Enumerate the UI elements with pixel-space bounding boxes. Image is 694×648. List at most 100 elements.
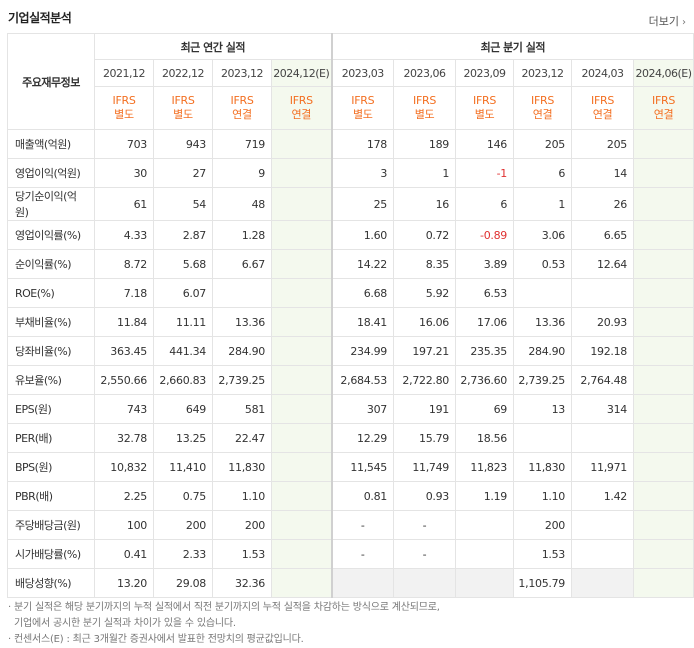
accounting-basis-header: IFRS 연결 bbox=[212, 86, 272, 130]
table-cell: 1.53 bbox=[513, 539, 573, 569]
period-header: 2024,06(E) bbox=[633, 59, 694, 87]
period-header: 2024,12(E) bbox=[270, 59, 333, 87]
table-cell bbox=[270, 568, 333, 598]
table-cell bbox=[633, 249, 694, 279]
table-cell bbox=[571, 568, 635, 598]
table-cell: 7.18 bbox=[94, 278, 154, 308]
table-cell: 6.07 bbox=[153, 278, 213, 308]
table-cell bbox=[633, 452, 694, 482]
table-cell: 2.25 bbox=[94, 481, 154, 511]
ifrs-label: IFRS bbox=[230, 94, 254, 107]
table-cell bbox=[270, 452, 333, 482]
chevron-right-icon: › bbox=[682, 17, 686, 28]
more-link[interactable]: 더보기 › bbox=[649, 13, 686, 29]
table-cell: 1.42 bbox=[571, 481, 635, 511]
table-cell: 25 bbox=[330, 187, 395, 221]
table-row: EPS(원) 743 649 581 307 191 69 13 314 bbox=[7, 394, 694, 424]
row-label: BPS(원) bbox=[7, 452, 95, 482]
accounting-basis-header: IFRS 연결 bbox=[633, 86, 694, 130]
period-header: 2023,09 bbox=[455, 59, 515, 87]
table-cell: 235.35 bbox=[455, 336, 515, 366]
table-cell: 61 bbox=[94, 187, 154, 221]
table-cell: 26 bbox=[571, 187, 635, 221]
table-cell: 2,660.83 bbox=[153, 365, 213, 395]
table-cell bbox=[270, 539, 333, 569]
ifrs-label: IFRS bbox=[413, 94, 437, 107]
table-cell bbox=[571, 278, 635, 308]
footnote-quarterly: · 분기 실적은 해당 분기까지의 누적 실적에서 직전 분기까지의 누적 실적… bbox=[8, 602, 440, 613]
table-cell: 14 bbox=[571, 158, 635, 188]
row-label: 영업이익(억원) bbox=[7, 158, 95, 188]
table-row: 배당성향(%) 13.20 29.08 32.36 1,105.79 bbox=[7, 568, 694, 598]
table-cell bbox=[633, 278, 694, 308]
table-cell: 32.78 bbox=[94, 423, 154, 453]
table-cell: 6.68 bbox=[330, 278, 395, 308]
table-cell: 0.41 bbox=[94, 539, 154, 569]
table-cell: 1,105.79 bbox=[513, 568, 573, 598]
table-cell: 6 bbox=[455, 187, 515, 221]
table-cell: 16 bbox=[393, 187, 457, 221]
table-cell: 22.47 bbox=[212, 423, 272, 453]
table-cell: 314 bbox=[571, 394, 635, 424]
basis-label: 연결 bbox=[592, 108, 613, 121]
row-label: 매출액(억원) bbox=[7, 129, 95, 159]
table-cell: 205 bbox=[571, 129, 635, 159]
table-cell: 284.90 bbox=[212, 336, 272, 366]
table-cell: 13.20 bbox=[94, 568, 154, 598]
table-cell: 2.33 bbox=[153, 539, 213, 569]
row-label: 시가배당률(%) bbox=[7, 539, 95, 569]
table-cell: 192.18 bbox=[571, 336, 635, 366]
table-cell bbox=[513, 278, 573, 308]
table-cell bbox=[455, 539, 515, 569]
table-row: 주당배당금(원) 100 200 200- -200 bbox=[7, 510, 694, 540]
table-cell: 1.28 bbox=[212, 220, 272, 250]
row-label: EPS(원) bbox=[7, 394, 95, 424]
table-cell: 2,550.66 bbox=[94, 365, 154, 395]
table-cell: - bbox=[393, 539, 457, 569]
table-cell bbox=[330, 568, 395, 598]
table-cell bbox=[212, 278, 272, 308]
table-cell: 2,739.25 bbox=[212, 365, 272, 395]
table-cell: 6.67 bbox=[212, 249, 272, 279]
table-cell bbox=[571, 510, 635, 540]
row-label: 유보율(%) bbox=[7, 365, 95, 395]
table-cell: 0.75 bbox=[153, 481, 213, 511]
basis-label: 연결 bbox=[653, 108, 674, 121]
table-cell bbox=[633, 158, 694, 188]
table-cell: 581 bbox=[212, 394, 272, 424]
table-cell: 11.84 bbox=[94, 307, 154, 337]
table-cell bbox=[270, 481, 333, 511]
table-cell: 0.93 bbox=[393, 481, 457, 511]
period-header: 2023,12 bbox=[212, 59, 272, 87]
table-cell bbox=[633, 336, 694, 366]
table-cell: 189 bbox=[393, 129, 457, 159]
table-cell: 197.21 bbox=[393, 336, 457, 366]
table-cell: 5.92 bbox=[393, 278, 457, 308]
table-cell: 1 bbox=[513, 187, 573, 221]
group-annual: 최근 연간 실적 bbox=[93, 33, 333, 60]
row-label: 당기순이익(억원) bbox=[7, 187, 95, 221]
table-cell: 54 bbox=[153, 187, 213, 221]
table-cell: 6.65 bbox=[571, 220, 635, 250]
table-cell: 284.90 bbox=[513, 336, 573, 366]
table-cell: 6 bbox=[513, 158, 573, 188]
more-label: 더보기 bbox=[648, 15, 679, 28]
table-cell: 1 bbox=[393, 158, 457, 188]
footnote-quarterly-cont: 기업에서 공시한 분기 실적과 차이가 있을 수 있습니다. bbox=[13, 618, 236, 629]
table-cell bbox=[455, 510, 515, 540]
table-cell: 649 bbox=[153, 394, 213, 424]
table-cell bbox=[633, 307, 694, 337]
table-cell: 11,823 bbox=[455, 452, 515, 482]
basis-label: 별도 bbox=[114, 108, 134, 121]
basis-label: 연결 bbox=[291, 108, 312, 121]
table-cell: 0.72 bbox=[393, 220, 457, 250]
table-cell: 8.35 bbox=[393, 249, 457, 279]
table-row: 시가배당률(%) 0.41 2.33 1.53- -1.53 bbox=[7, 539, 694, 569]
table-cell: 441.34 bbox=[153, 336, 213, 366]
table-cell: 3 bbox=[330, 158, 395, 188]
table-cell: 18.56 bbox=[455, 423, 515, 453]
basis-label: 별도 bbox=[173, 108, 193, 121]
table-cell: 200 bbox=[153, 510, 213, 540]
table-cell: 17.06 bbox=[455, 307, 515, 337]
table-cell: 743 bbox=[94, 394, 154, 424]
